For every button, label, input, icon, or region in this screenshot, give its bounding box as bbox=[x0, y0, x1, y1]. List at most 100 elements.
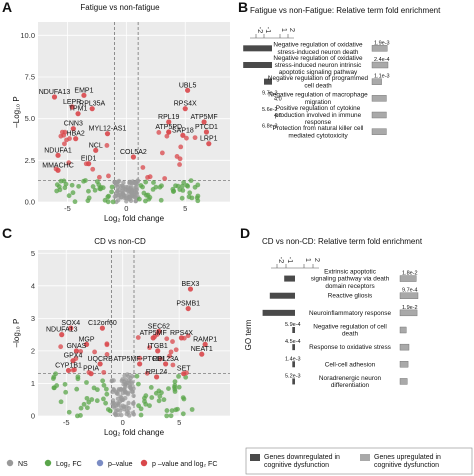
fc-point bbox=[161, 397, 167, 403]
fc-point bbox=[86, 188, 91, 194]
axis-tick-label: -1 bbox=[264, 27, 273, 34]
gene-label: ATP5MF bbox=[140, 330, 167, 337]
go-term-label: Extrinsic apoptotic signaling pathway via… bbox=[311, 268, 390, 289]
labeled-point bbox=[97, 361, 103, 367]
ns-point bbox=[133, 187, 138, 193]
go-term-label-line: apoptotic signaling pathway bbox=[279, 69, 358, 76]
gene-label: SAP18 bbox=[172, 127, 194, 134]
up-bar bbox=[399, 378, 408, 385]
sig-point bbox=[137, 355, 143, 361]
gene-label: TPM1 bbox=[69, 106, 88, 113]
gene-label: ITGB1 bbox=[148, 343, 168, 350]
down-bar bbox=[269, 292, 295, 299]
fc-point bbox=[109, 189, 114, 195]
bar-legend: Genes downregulated in cognitive dysfunc… bbox=[245, 447, 473, 475]
fc-point bbox=[54, 182, 60, 188]
legend-pvalue-swatch bbox=[96, 459, 104, 467]
ns-point bbox=[126, 400, 131, 406]
gene-label: RPL23A bbox=[153, 356, 179, 363]
sig-point bbox=[177, 162, 182, 167]
down-pvalue: 6.8e-3 bbox=[262, 124, 278, 130]
go-term-label: Protection from natural killer cell media… bbox=[273, 125, 364, 139]
fc-point bbox=[103, 400, 109, 406]
go-term-label-line: response bbox=[305, 119, 332, 126]
panel-d-title: CD vs non-CD: Relative term fold enrichm… bbox=[262, 237, 423, 246]
sig-point bbox=[170, 362, 176, 368]
gene-label: NEAT1 bbox=[191, 346, 213, 353]
down-pvalue: 5.6e-2 bbox=[262, 107, 278, 113]
go-term-label: Noradrenergic neuron differentiation bbox=[319, 375, 382, 389]
labeled-point bbox=[180, 132, 186, 138]
labeled-point bbox=[201, 119, 207, 125]
sig-point bbox=[59, 129, 65, 135]
fc-point bbox=[153, 390, 159, 396]
gene-label: LEPR bbox=[63, 99, 81, 106]
fc-point bbox=[188, 178, 194, 183]
ns-point bbox=[131, 400, 136, 406]
fc-point bbox=[157, 393, 163, 399]
ns-point bbox=[120, 390, 125, 396]
fc-point bbox=[63, 389, 69, 395]
down-pvalue: 4.5e-4 bbox=[285, 339, 301, 345]
ns-point bbox=[129, 373, 134, 379]
gene-label: HBA2 bbox=[67, 131, 85, 138]
y-tick-label: 3 bbox=[31, 314, 35, 323]
fc-point bbox=[101, 382, 107, 388]
labeled-point bbox=[51, 94, 58, 100]
gene-label: SEC62 bbox=[148, 323, 170, 330]
fc-point bbox=[172, 379, 178, 384]
go-term-label-line: Negative regulation of oxidative bbox=[273, 55, 363, 62]
sig-point bbox=[135, 335, 141, 340]
labeled-point bbox=[137, 361, 143, 367]
fc-point bbox=[181, 396, 187, 402]
sig-point bbox=[159, 150, 165, 156]
ns-point bbox=[127, 413, 132, 418]
up-bar bbox=[399, 292, 419, 299]
down-bar-label: 4.6 bbox=[274, 113, 282, 119]
labeled-point bbox=[69, 104, 75, 110]
labeled-point bbox=[73, 136, 79, 142]
sig-point bbox=[167, 353, 173, 359]
fc-point bbox=[94, 398, 100, 404]
gene-label: GPX4 bbox=[64, 353, 83, 360]
fc-point bbox=[179, 183, 185, 189]
fc-point bbox=[94, 387, 100, 393]
labeled-point bbox=[75, 111, 81, 117]
panel-c-letter: C bbox=[2, 225, 12, 241]
gene-label: NDUFA1 bbox=[44, 147, 72, 154]
ns-point bbox=[112, 194, 118, 199]
down-bar bbox=[292, 327, 295, 333]
fc-point bbox=[58, 399, 64, 405]
fc-point bbox=[168, 413, 174, 419]
fc-point bbox=[172, 383, 178, 388]
sig-point bbox=[178, 144, 184, 150]
fc-point bbox=[185, 183, 191, 189]
fc-point bbox=[173, 183, 178, 189]
up-bar bbox=[371, 45, 388, 52]
down-bar bbox=[292, 344, 295, 351]
fc-point bbox=[57, 187, 63, 193]
gene-label: GNAS bbox=[66, 343, 86, 350]
fc-point bbox=[172, 389, 178, 394]
fc-point bbox=[81, 401, 87, 407]
labeled-point bbox=[89, 106, 95, 112]
labeled-point bbox=[153, 374, 160, 380]
ns-point bbox=[133, 198, 138, 204]
fc-point bbox=[195, 198, 201, 204]
down-bar bbox=[243, 45, 272, 52]
gene-label: SOX4 bbox=[61, 320, 80, 327]
labeled-point bbox=[185, 305, 191, 312]
gene-label: CYP1B1 bbox=[55, 362, 82, 369]
fc-point bbox=[157, 184, 163, 190]
gene-label: COL5A2 bbox=[120, 149, 147, 156]
up-bar bbox=[399, 361, 409, 368]
up-bar bbox=[399, 309, 418, 317]
go-term-label: Negative regulation of oxidative stress-i… bbox=[273, 55, 363, 76]
legend-fc-label: Log₂ FC bbox=[56, 461, 82, 468]
fc-point bbox=[110, 199, 116, 205]
go-term-label-line: Protection from natural killer cell bbox=[273, 125, 364, 132]
fc-point bbox=[75, 374, 81, 380]
go-term-label: Negative regulation of macrophage migrati… bbox=[268, 92, 368, 106]
fc-point bbox=[62, 381, 68, 387]
